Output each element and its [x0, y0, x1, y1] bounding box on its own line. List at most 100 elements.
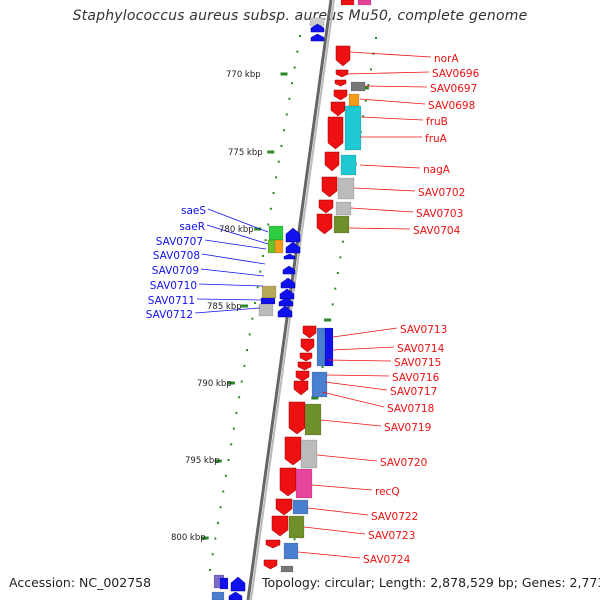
reverse-gene-label: SAV0712: [146, 309, 193, 321]
forward-gene: [335, 69, 349, 78]
forward-gene: [330, 101, 346, 117]
ring-dot-inner: [261, 254, 264, 257]
leader-line: [349, 51, 432, 58]
ring-dot-inner: [280, 144, 283, 147]
forward-gene-label: SAV0724: [363, 554, 411, 566]
forward-gene-label: recQ: [375, 486, 400, 498]
leader-line: [320, 419, 382, 427]
ring-dot-inner: [230, 443, 233, 446]
ring-dot-outer: [369, 68, 372, 71]
ring-dot-inner: [222, 490, 225, 493]
ring-dot-inner: [299, 35, 301, 37]
leader-line: [311, 484, 373, 491]
leader-line: [316, 454, 378, 462]
cog-category-box: [274, 239, 284, 254]
leader-line: [350, 207, 414, 213]
cog-category-box: [261, 285, 277, 299]
forward-gene-label: SAV0704: [413, 225, 461, 237]
reverse-gene: [277, 305, 293, 318]
gene-features: [211, 0, 372, 600]
ring-dot-outer: [364, 99, 367, 102]
leader-line: [326, 374, 390, 377]
forward-gene: [293, 380, 309, 396]
ring-dot-inner: [227, 459, 230, 462]
cog-category-box: [211, 591, 225, 600]
forward-gene-label: SAV0723: [368, 530, 415, 542]
ring-dot-outer: [375, 37, 377, 39]
forward-gene-label: SAV0722: [371, 511, 418, 523]
reverse-gene-label: SAV0708: [153, 250, 200, 262]
forward-gene: [316, 213, 333, 235]
ring-dot-outer: [362, 115, 365, 118]
reverse-gene: [280, 277, 296, 289]
forward-gene-label: SAV0698: [428, 100, 475, 112]
position-label: 775 kbp: [228, 148, 263, 158]
forward-gene-label: nagA: [423, 164, 451, 176]
cog-category-box: [280, 565, 294, 573]
cog-category-box: [344, 105, 362, 151]
cog-category-box: [335, 201, 352, 216]
ring-dot-inner: [275, 176, 278, 179]
forward-gene: [279, 467, 297, 497]
major-tick: [241, 304, 249, 308]
forward-gene: [288, 401, 306, 435]
forward-gene: [284, 436, 302, 466]
leader-line: [201, 253, 266, 265]
cog-category-box: [300, 439, 318, 469]
major-tick: [214, 459, 222, 463]
forward-gene-label: SAV0720: [380, 457, 427, 469]
minor-tick: [311, 396, 319, 400]
reverse-gene: [230, 576, 246, 592]
ring-dot-inner: [214, 537, 217, 540]
leader-line: [346, 71, 430, 75]
position-label: 785 kbp: [207, 302, 242, 312]
forward-gene-label: SAV0717: [390, 386, 437, 398]
reverse-gene-saeR: [285, 241, 301, 254]
ring-dot-inner: [219, 506, 222, 509]
cog-category-box: [357, 0, 372, 6]
ring-dot-inner: [254, 302, 256, 304]
forward-gene: [271, 515, 289, 537]
forward-gene: [263, 559, 278, 570]
ring-dot-outer: [367, 84, 370, 86]
ring-dot-inner: [269, 207, 272, 210]
minor-tick: [361, 86, 369, 90]
ring-dot-inner: [285, 113, 288, 116]
ring-dot-outer: [336, 272, 339, 274]
forward-gene: [275, 498, 293, 516]
ring-dot-inner: [267, 223, 270, 226]
label-leader-lines: [194, 51, 432, 559]
forward-gene: [324, 151, 340, 172]
ring-dot-outer: [339, 256, 342, 259]
forward-gene-label: SAV0713: [400, 324, 447, 336]
cog-category-box: [311, 371, 328, 398]
gene-labels: norA SAV0696 SAV0697 SAV0698 fruB fruA nagA SAV…: [146, 53, 480, 566]
major-tick: [254, 227, 262, 231]
forward-gene-label: SAV0703: [416, 208, 463, 220]
reverse-gene: [278, 297, 294, 307]
leader-line: [194, 307, 261, 314]
leader-line: [324, 381, 388, 391]
reverse-gene: [283, 253, 296, 260]
ring-dot-inner: [224, 474, 227, 477]
cog-category-box: [258, 303, 274, 317]
ring-dot-outer: [334, 287, 337, 290]
cog-category-box: [348, 93, 360, 107]
backbone-shadow: [250, 0, 335, 600]
cog-category-box: [324, 327, 334, 367]
cog-category-box: [260, 297, 276, 305]
position-label: 795 kbp: [185, 456, 220, 466]
ring-dot-inner: [238, 396, 241, 399]
major-tick: [228, 381, 236, 385]
leader-line: [359, 164, 421, 169]
reverse-gene-label: saeR: [179, 221, 205, 233]
forward-gene: [321, 176, 338, 198]
cog-category-box: [283, 542, 299, 560]
leader-line: [200, 268, 265, 277]
forward-gene: [295, 370, 310, 382]
genome-summary-text: Topology: circular; Length: 2,878,529 bp…: [262, 575, 600, 590]
ring-dot-outer: [341, 240, 344, 243]
reverse-gene: [282, 265, 296, 275]
forward-gene-label: SAV0718: [387, 403, 434, 415]
